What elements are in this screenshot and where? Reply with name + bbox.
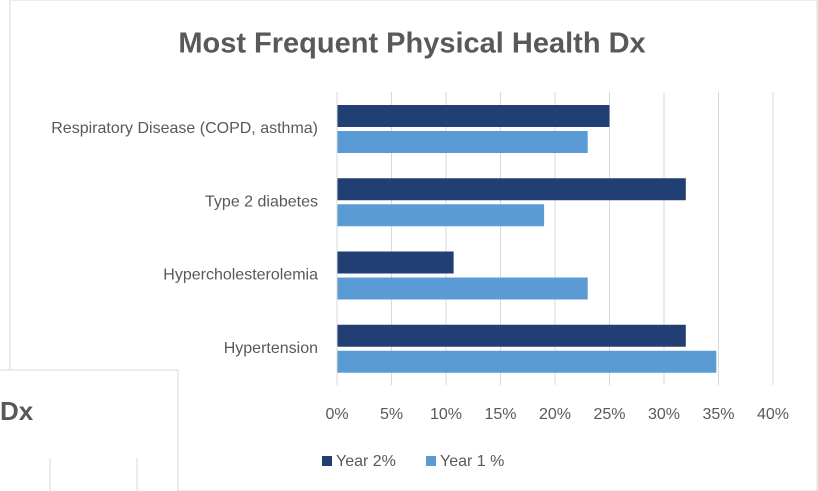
x-tick-label: 25%	[593, 406, 625, 423]
y-tick-label: Hypercholesterolemia	[163, 267, 318, 284]
bar	[337, 350, 717, 373]
y-tick-label: Type 2 diabetes	[205, 193, 318, 210]
bar	[337, 178, 686, 201]
legend-swatch	[426, 456, 436, 466]
x-tick-label: 0%	[325, 406, 348, 423]
x-tick-label: 15%	[484, 406, 516, 423]
x-tick-label: 20%	[539, 406, 571, 423]
background-frame	[0, 369, 179, 491]
chart-title: Most Frequent Physical Health Dx	[178, 28, 645, 60]
background-chart: Dx	[0, 369, 179, 491]
bar	[337, 277, 588, 300]
plot-area: 0% 5% 10% 15% 20% 25% 30% 35% 40% Respiratory Dis…	[51, 92, 789, 470]
y-tick-label: Respiratory Disease (COPD, asthma)	[51, 120, 318, 137]
legend-label: Year 2%	[336, 453, 396, 470]
background-title: Dx	[0, 396, 34, 426]
x-tick-label: 10%	[430, 406, 462, 423]
bar	[337, 131, 588, 153]
legend-label: Year 1 %	[440, 453, 504, 470]
legend-swatch	[322, 456, 332, 466]
y-tick-label: Hypertension	[224, 340, 318, 357]
x-tick-label: 35%	[702, 406, 734, 423]
x-tick-label: 5%	[380, 406, 403, 423]
bar	[337, 105, 610, 127]
bar	[337, 324, 686, 347]
x-tick-label: 30%	[648, 406, 680, 423]
x-tick-label: 40%	[757, 406, 789, 423]
bar	[337, 251, 454, 274]
bar	[337, 204, 545, 227]
